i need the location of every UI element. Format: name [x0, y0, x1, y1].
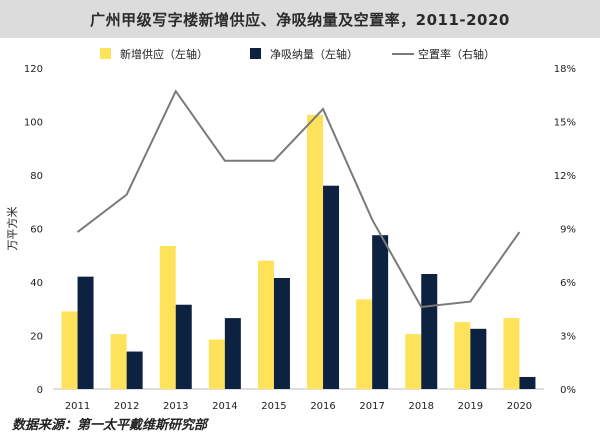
legend-vacancy-label: 空置率（右轴） [418, 47, 495, 61]
absorption-bar [273, 277, 290, 389]
absorption-bar [77, 276, 94, 389]
y2-tick-label: 9% [560, 225, 576, 236]
supply-bar [503, 318, 520, 389]
x-tick-label: 2019 [458, 401, 483, 412]
vacancy-line [76, 89, 521, 309]
source-note: 数据来源：第一太平戴维斯研究部 [12, 418, 208, 433]
y2-tick-label: 18% [554, 64, 576, 75]
y-tick-label: 60 [30, 225, 43, 236]
y2-tick-label: 12% [554, 171, 576, 182]
x-tick-label: 2017 [359, 401, 384, 412]
y-tick-label: 120 [24, 64, 43, 75]
absorption-bar [175, 304, 192, 389]
absorption-bar [323, 185, 340, 389]
y-tick-label: 100 [24, 118, 43, 129]
y-tick-label: 20 [30, 332, 43, 343]
y-tick-label: 40 [30, 278, 43, 289]
absorption-bar [470, 328, 487, 389]
chart-title: 广州甲级写字楼新增供应、净吸纳量及空置率，2011-2020 [90, 10, 510, 29]
x-tick-label: 2014 [212, 401, 237, 412]
x-tick-label: 2018 [409, 401, 434, 412]
title-bar: 广州甲级写字楼新增供应、净吸纳量及空置率，2011-2020 [0, 0, 600, 38]
vacancy-line-group [76, 89, 521, 309]
supply-bar [454, 322, 471, 389]
x-tick-label: 2013 [163, 401, 188, 412]
y2-tick-label: 0% [560, 385, 576, 396]
supply-bar [110, 334, 127, 389]
x-tick-label: 2011 [65, 401, 90, 412]
legend: 新增供应（左轴） 净吸纳量（左轴） 空置率（右轴） [100, 47, 495, 61]
supply-bar [159, 245, 176, 389]
axes: 0 20 40 60 80 100 120 0% 3% 6% 9% 12% 15% 18% 2011 2012… [5, 64, 576, 412]
x-tick-label: 2012 [114, 401, 139, 412]
chart-svg: 新增供应（左轴） 净吸纳量（左轴） 空置率（右轴） 0204060801001200… [5, 47, 576, 412]
absorption-bar [519, 376, 536, 389]
x-tick-label: 2020 [507, 401, 532, 412]
x-tick-label: 2015 [261, 401, 286, 412]
y2-tick-label: 6% [560, 278, 576, 289]
supply-bar [61, 311, 78, 389]
y-tick-label: 0 [37, 385, 43, 396]
legend-supply-label: 新增供应（左轴） [120, 47, 208, 61]
x-tick-label: 2016 [310, 401, 335, 412]
absorption-bar [372, 235, 389, 389]
absorption-bar [126, 351, 143, 389]
legend-supply-swatch [100, 48, 111, 59]
y-axis-label: 万平方米 [5, 207, 19, 251]
absorption-bar [421, 273, 438, 389]
legend-absorption-label: 净吸纳量（左轴） [270, 47, 358, 61]
supply-bar [257, 260, 274, 389]
supply-bar [356, 299, 373, 389]
y2-tick-label: 15% [554, 118, 576, 129]
supply-bar [405, 334, 422, 389]
supply-bar [307, 114, 324, 389]
legend-absorption-swatch [250, 48, 261, 59]
y-tick-label: 80 [30, 171, 43, 182]
bars [61, 114, 536, 389]
y2-tick-label: 3% [560, 332, 576, 343]
supply-bar [208, 339, 225, 389]
absorption-bar [224, 318, 241, 389]
